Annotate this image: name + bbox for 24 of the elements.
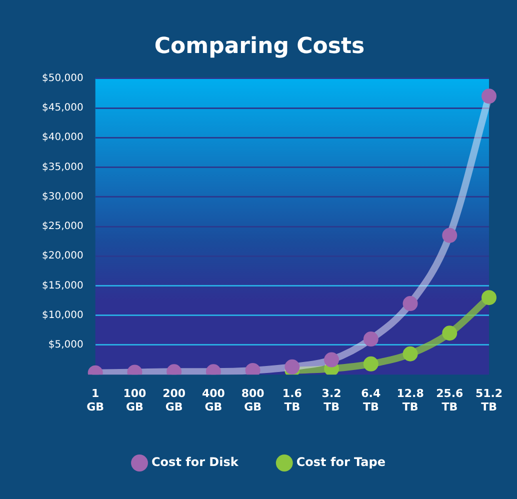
y-tick-label: $35,000	[42, 162, 84, 173]
x-tick-label: 6.4 TB	[361, 387, 381, 414]
x-tick-label: 1 GB	[86, 387, 104, 414]
legend-label: Cost for Tape	[296, 455, 386, 470]
x-tick-label: 200 GB	[162, 387, 186, 414]
y-tick-label: $50,000	[42, 72, 84, 84]
y-tick-label: $25,000	[42, 221, 84, 232]
x-tick-label: 3.2 TB	[322, 387, 342, 414]
x-tick-label: 400 GB	[202, 387, 226, 414]
y-tick-label: $45,000	[42, 102, 84, 114]
chart-title: Comparing Costs	[154, 34, 365, 59]
y-tick-label: $5,000	[48, 340, 84, 351]
x-tick-label: 100 GB	[123, 387, 147, 414]
y-tick-label: $15,000	[42, 280, 84, 292]
y-tick-label: $40,000	[42, 132, 84, 144]
y-tick-label: $20,000	[42, 250, 84, 262]
x-tick-label: 25.6 TB	[436, 387, 464, 414]
x-tick-label: 51.2 TB	[475, 387, 503, 414]
x-tick-label: 12.8 TB	[396, 387, 424, 414]
y-tick-label: $10,000	[42, 310, 84, 321]
x-tick-label: 800 GB	[241, 387, 265, 414]
legend-label: Cost for Disk	[152, 455, 240, 470]
x-tick-label: 1.6 TB	[282, 387, 302, 414]
y-tick-label: $30,000	[42, 191, 84, 202]
